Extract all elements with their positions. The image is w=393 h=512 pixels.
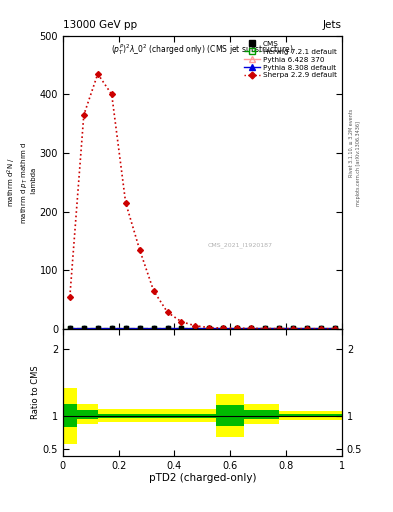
Text: 13000 GeV pp: 13000 GeV pp bbox=[63, 19, 137, 30]
Legend: CMS, Herwig 7.2.1 default, Pythia 6.428 370, Pythia 8.308 default, Sherpa 2.2.9 : CMS, Herwig 7.2.1 default, Pythia 6.428 … bbox=[242, 39, 338, 80]
Text: $(p_T^P)^2\lambda\_0^2$ (charged only) (CMS jet substructure): $(p_T^P)^2\lambda\_0^2$ (charged only) (… bbox=[111, 41, 294, 57]
Text: mcplots.cern.ch [arXiv:1306.3436]: mcplots.cern.ch [arXiv:1306.3436] bbox=[356, 121, 361, 206]
X-axis label: pTD2 (charged-only): pTD2 (charged-only) bbox=[149, 473, 256, 483]
Text: Jets: Jets bbox=[323, 19, 342, 30]
Y-axis label: mathrm d$^2$N /
mathrm d $p_T$ mathrm d
 lambda: mathrm d$^2$N / mathrm d $p_T$ mathrm d … bbox=[6, 141, 37, 224]
Y-axis label: Ratio to CMS: Ratio to CMS bbox=[31, 366, 40, 419]
Text: Rivet 3.1.10, ≥ 3.2M events: Rivet 3.1.10, ≥ 3.2M events bbox=[349, 109, 354, 178]
Text: CMS_2021_I1920187: CMS_2021_I1920187 bbox=[208, 243, 273, 248]
